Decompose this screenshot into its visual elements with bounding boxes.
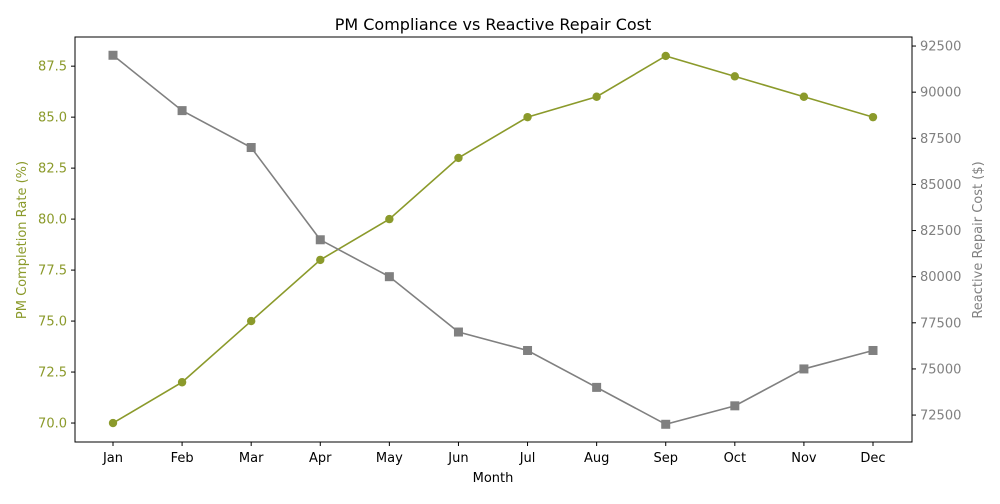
x-tick-label: Feb bbox=[171, 451, 194, 466]
x-tick-label: Jun bbox=[447, 451, 468, 466]
repair-cost-point bbox=[177, 106, 187, 116]
right-y-tick-label: 90000 bbox=[920, 86, 961, 101]
pm-completion-point bbox=[316, 255, 325, 265]
repair-cost-point bbox=[384, 272, 394, 282]
pm-completion-line bbox=[112, 55, 874, 424]
right-y-tick-label: 77500 bbox=[920, 316, 961, 331]
left-y-tick-label: 80.0 bbox=[38, 213, 67, 228]
pm-completion-point bbox=[592, 92, 601, 101]
right-y-tick-label: 72500 bbox=[920, 409, 961, 424]
x-tick-label: Jul bbox=[519, 451, 536, 466]
pm-completion-point bbox=[868, 112, 878, 122]
left-y-tick-label: 70.0 bbox=[38, 417, 67, 432]
left-y-tick-label: 82.5 bbox=[38, 162, 67, 177]
right-y-tick-label: 92500 bbox=[920, 40, 961, 55]
repair-cost-point bbox=[661, 419, 671, 429]
right-y-tick-label: 75000 bbox=[920, 362, 961, 377]
left-y-tick-label: 72.5 bbox=[38, 366, 67, 381]
pm-completion-point bbox=[246, 316, 256, 326]
pm-completion-point bbox=[730, 72, 740, 81]
x-tick-label: Dec bbox=[860, 451, 885, 466]
repair-cost-point bbox=[868, 345, 878, 355]
pm-completion-point bbox=[454, 153, 463, 163]
right-y-tick-label: 80000 bbox=[920, 270, 961, 285]
plot-frame bbox=[74, 36, 913, 443]
x-tick-label: Nov bbox=[791, 451, 817, 466]
x-tick-label: May bbox=[376, 451, 403, 466]
pm-completion-point bbox=[523, 112, 532, 122]
repair-cost-point bbox=[799, 364, 809, 374]
pm-completion-point bbox=[108, 418, 118, 428]
x-tick-label: Apr bbox=[309, 451, 332, 466]
left-axis-label: PM Completion Rate (%) bbox=[15, 161, 30, 319]
repair-cost-point bbox=[592, 382, 602, 392]
right-y-tick-label: 87500 bbox=[920, 132, 961, 147]
right-y-tick-label: 85000 bbox=[920, 178, 961, 193]
right-axis-label: Reactive Repair Cost ($) bbox=[971, 161, 986, 318]
pm-completion-point bbox=[799, 92, 809, 101]
repair-cost-point bbox=[315, 235, 325, 245]
x-axis-label: Month bbox=[473, 471, 514, 486]
pm-completion-point bbox=[385, 214, 394, 224]
repair-cost-point bbox=[730, 401, 740, 411]
x-tick-label: Mar bbox=[239, 451, 264, 466]
left-y-tick-label: 87.5 bbox=[38, 60, 67, 75]
left-y-tick-label: 85.0 bbox=[38, 111, 67, 126]
x-tick-label: Sep bbox=[653, 451, 678, 466]
pm-completion-point bbox=[177, 378, 187, 387]
x-tick-label: Oct bbox=[724, 451, 746, 466]
x-tick-label: Aug bbox=[584, 451, 609, 466]
chart-title: PM Compliance vs Reactive Repair Cost bbox=[335, 15, 652, 34]
pm-completion-point bbox=[661, 51, 670, 61]
repair-cost-point bbox=[108, 50, 118, 60]
x-tick-label: Jan bbox=[102, 451, 123, 466]
left-y-tick-label: 75.0 bbox=[38, 315, 67, 330]
repair-cost-line bbox=[112, 54, 874, 426]
repair-cost-point bbox=[246, 143, 256, 153]
repair-cost-point bbox=[523, 345, 533, 355]
right-y-tick-label: 82500 bbox=[920, 224, 961, 239]
repair-cost-point bbox=[453, 327, 463, 337]
left-y-tick-label: 77.5 bbox=[38, 264, 67, 279]
